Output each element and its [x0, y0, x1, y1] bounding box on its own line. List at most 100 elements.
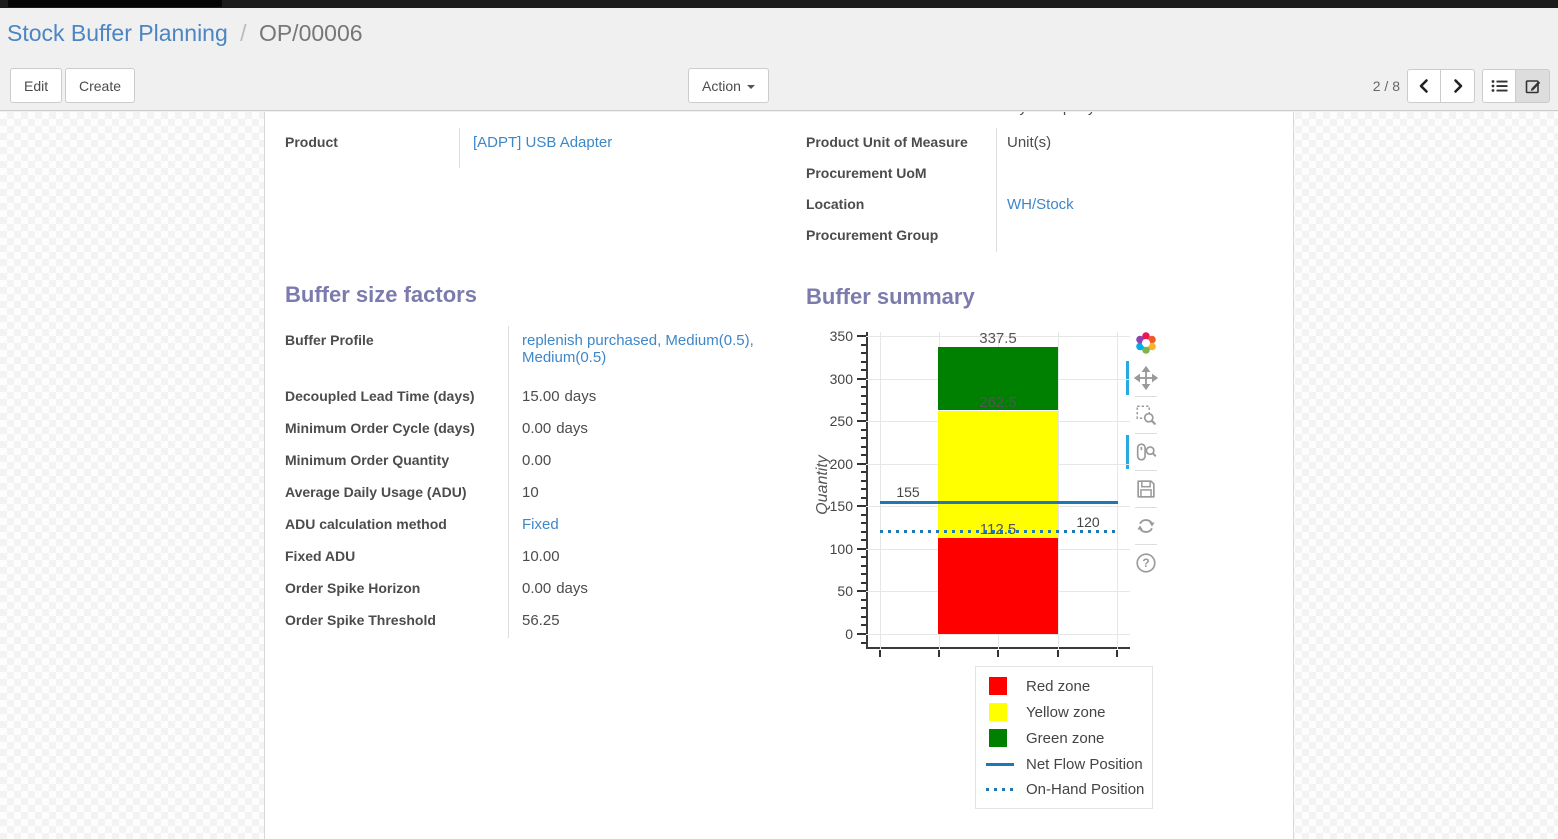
- y-axis-minor-tick: [861, 539, 866, 542]
- min-order-qty-value: 0.00: [522, 452, 552, 469]
- y-axis-minor-tick: [861, 615, 866, 618]
- field-row-procurement-group: Procurement Group: [806, 221, 1276, 252]
- zone-green-zone: [938, 346, 1058, 411]
- legend-swatch-square: [986, 729, 1016, 748]
- wheel-zoom-tool-button[interactable]: [1126, 435, 1159, 469]
- fixed-adu-value: 10.00: [522, 548, 560, 565]
- info-table: Product Unit of Measure Unit(s) Procurem…: [806, 128, 1276, 252]
- spike-threshold-label: Order Spike Threshold: [285, 606, 509, 638]
- breadcrumb-parent-link[interactable]: Stock Buffer Planning: [7, 20, 228, 46]
- toolbar-separator: [1135, 433, 1157, 434]
- form-view-button[interactable]: [1516, 69, 1550, 103]
- buffer-chart: Quantity: [806, 326, 1176, 826]
- zone-red-zone: [938, 538, 1058, 634]
- y-axis-minor-tick: [861, 624, 866, 627]
- y-axis-minor-tick: [861, 530, 866, 533]
- pager-previous-button[interactable]: [1407, 69, 1441, 103]
- spike-horizon-label: Order Spike Horizon: [285, 574, 509, 606]
- y-axis-tick-label: 0: [845, 626, 853, 642]
- legend-label: Net Flow Position: [1026, 755, 1143, 773]
- y-axis-major-tick: [857, 547, 866, 550]
- buffer-profile-value-link[interactable]: replenish purchased, Medium(0.5), Medium…: [522, 332, 754, 366]
- y-axis-minor-tick: [861, 445, 866, 448]
- y-axis-minor-tick: [861, 394, 866, 397]
- box-zoom-icon: [1136, 405, 1156, 425]
- product-value-link[interactable]: [ADPT] USB Adapter: [473, 134, 613, 151]
- chevron-down-icon: [746, 84, 755, 89]
- x-axis-tick: [938, 650, 940, 657]
- legend-swatch-square: [986, 703, 1016, 722]
- y-axis-major-tick: [857, 377, 866, 380]
- edit-button[interactable]: Edit: [10, 68, 63, 103]
- clipped-company-value: My Company: [1007, 112, 1167, 117]
- field-row-adu: Average Daily Usage (ADU) 10: [285, 478, 785, 510]
- toolbar-separator: [1135, 507, 1157, 508]
- field-row-fixed-adu: Fixed ADU 10.00: [285, 542, 785, 574]
- legend-item: On-Hand Position: [986, 781, 1152, 798]
- bokeh-logo-icon[interactable]: [1133, 330, 1159, 356]
- buffer-size-factors-title: Buffer size factors: [285, 282, 477, 307]
- legend-swatch-square: [986, 677, 1016, 696]
- chevron-right-icon: [1453, 79, 1462, 93]
- field-row-spike-threshold: Order Spike Threshold 56.25: [285, 606, 785, 638]
- y-axis-minor-tick: [861, 556, 866, 559]
- list-view-button[interactable]: [1482, 69, 1516, 103]
- product-table: Product [ADPT] USB Adapter: [285, 128, 765, 168]
- pager-buttons: [1407, 69, 1475, 103]
- field-row-spike-horizon: Order Spike Horizon 0.00 days: [285, 574, 785, 606]
- create-button[interactable]: Create: [65, 68, 136, 103]
- control-panel: Edit Create Action 2 / 8: [0, 52, 1558, 111]
- y-axis-tick-label: 50: [837, 583, 853, 600]
- help-icon: ?: [1136, 553, 1156, 573]
- y-axis-minor-tick: [861, 437, 866, 440]
- grid-line-vertical: [880, 332, 881, 649]
- y-axis-minor-tick: [861, 454, 866, 457]
- procurement-uom-label: Procurement UoM: [806, 159, 997, 190]
- y-axis-tick-label: 150: [829, 498, 853, 515]
- field-row-procurement-uom: Procurement UoM: [806, 159, 1276, 190]
- field-row-uom: Product Unit of Measure Unit(s): [806, 128, 1276, 159]
- line-on-hand-position: [880, 530, 1118, 534]
- top-menu-segment: [8, 0, 222, 7]
- reset-tool-button[interactable]: [1133, 513, 1159, 539]
- zone-yellow-zone: [938, 410, 1058, 539]
- action-dropdown-button[interactable]: Action: [688, 68, 769, 103]
- spike-horizon-uom: days: [556, 580, 588, 597]
- y-axis-minor-tick: [861, 343, 866, 346]
- y-axis-minor-tick: [861, 496, 866, 499]
- top-menu-bar: [0, 0, 1558, 8]
- help-tool-button[interactable]: ?: [1133, 550, 1159, 576]
- form-view-icon: [1525, 80, 1540, 94]
- spike-threshold-value: 56.25: [522, 612, 560, 629]
- pager-value[interactable]: 2 / 8: [1372, 78, 1400, 94]
- procurement-uom-value: [997, 159, 1007, 190]
- save-icon: [1137, 480, 1155, 498]
- grid-line-vertical: [1058, 332, 1059, 649]
- y-axis-minor-tick: [861, 360, 866, 363]
- location-value-link[interactable]: WH/Stock: [1007, 196, 1074, 213]
- location-label: Location: [806, 190, 997, 221]
- zone-value-label: 262.5: [979, 393, 1017, 411]
- adu-method-value-link[interactable]: Fixed: [522, 516, 559, 533]
- uom-label: Product Unit of Measure: [806, 128, 997, 159]
- save-tool-button[interactable]: [1133, 476, 1159, 502]
- y-axis-minor-tick: [861, 573, 866, 576]
- y-axis-minor-tick: [861, 403, 866, 406]
- y-axis-major-tick: [857, 590, 866, 593]
- legend-item: Red zone: [986, 677, 1152, 696]
- y-axis-minor-tick: [861, 428, 866, 431]
- grid-line-vertical: [1117, 332, 1118, 649]
- dlt-uom: days: [564, 388, 597, 405]
- chart-y-axis-label: Quantity: [814, 455, 831, 515]
- field-row-min-order-cycle: Minimum Order Cycle (days) 0.00 days: [285, 414, 785, 446]
- pan-tool-button[interactable]: [1126, 361, 1159, 395]
- pager-next-button[interactable]: [1441, 69, 1475, 103]
- breadcrumb-current: OP/00006: [258, 20, 363, 46]
- buffer-factors-table: Buffer Profile replenish purchased, Medi…: [285, 326, 785, 638]
- box-zoom-tool-button[interactable]: [1133, 402, 1159, 428]
- x-axis-tick: [1116, 650, 1118, 657]
- min-order-qty-label: Minimum Order Quantity: [285, 446, 509, 478]
- field-row-buffer-profile: Buffer Profile replenish purchased, Medi…: [285, 326, 785, 382]
- procurement-group-value: [997, 221, 1007, 252]
- chart-legend: Red zone Yellow zone Green zone Net Flow Po…: [975, 666, 1153, 809]
